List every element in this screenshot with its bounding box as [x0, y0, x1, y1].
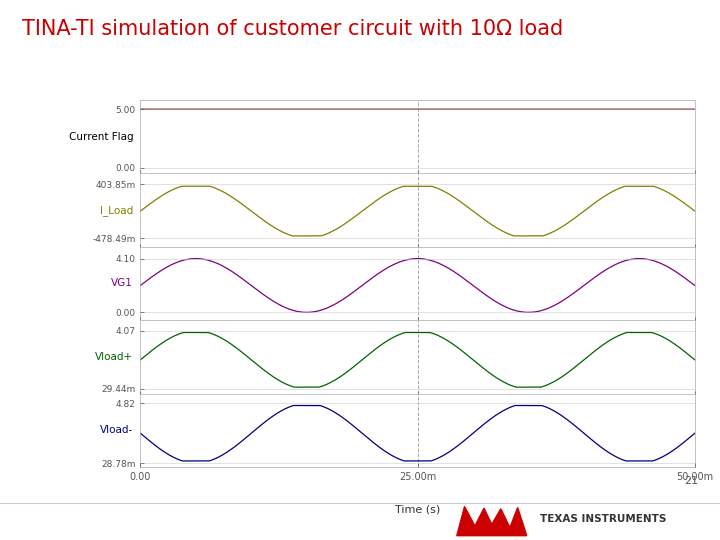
Text: Vload+: Vload+	[95, 352, 133, 362]
Text: I_Load: I_Load	[100, 205, 133, 215]
Text: Vload-: Vload-	[100, 426, 133, 435]
Text: 21: 21	[684, 476, 698, 486]
Text: TINA-TI simulation of customer circuit with 10Ω load: TINA-TI simulation of customer circuit w…	[22, 19, 563, 39]
Polygon shape	[456, 507, 527, 536]
Text: Current Flag: Current Flag	[68, 132, 133, 141]
Text: VG1: VG1	[112, 279, 133, 288]
Text: TEXAS INSTRUMENTS: TEXAS INSTRUMENTS	[540, 515, 666, 524]
Text: Time (s): Time (s)	[395, 505, 440, 515]
